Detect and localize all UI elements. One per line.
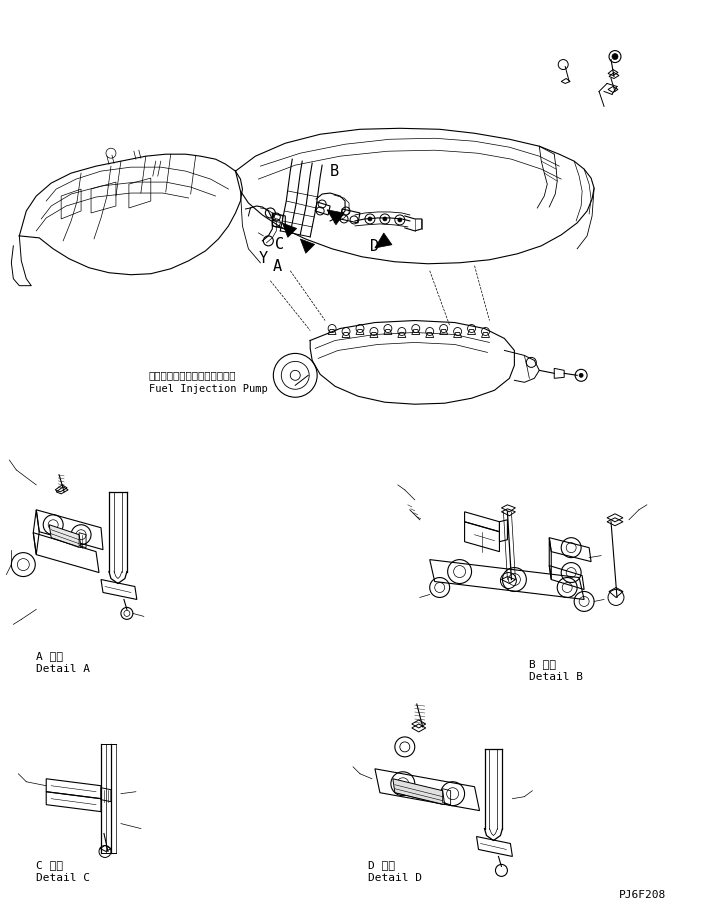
Text: Y: Y [258, 251, 268, 266]
Text: D 詳細: D 詳細 [368, 860, 395, 870]
Text: B 詳細: B 詳細 [529, 659, 556, 669]
Text: フェルインジェクションポンプ: フェルインジェクションポンプ [149, 370, 236, 380]
Text: Detail D: Detail D [368, 873, 422, 883]
Polygon shape [282, 223, 296, 237]
Text: Detail C: Detail C [37, 873, 90, 883]
Text: Detail A: Detail A [37, 664, 90, 675]
Text: A: A [272, 259, 281, 274]
Text: D: D [370, 239, 379, 254]
Text: C: C [276, 237, 284, 252]
Text: B: B [330, 165, 339, 179]
Circle shape [579, 373, 583, 378]
Polygon shape [49, 525, 81, 548]
Circle shape [612, 53, 618, 60]
Polygon shape [327, 210, 344, 225]
Polygon shape [393, 778, 445, 805]
Circle shape [368, 217, 372, 221]
Text: Fuel Injection Pump: Fuel Injection Pump [149, 384, 268, 394]
Text: Detail B: Detail B [529, 672, 584, 682]
Circle shape [398, 218, 402, 221]
Text: PJ6F208: PJ6F208 [619, 891, 666, 901]
Polygon shape [375, 233, 392, 248]
Text: C 詳細: C 詳細 [37, 860, 63, 870]
Circle shape [383, 217, 387, 221]
Text: A 詳細: A 詳細 [37, 652, 63, 662]
Polygon shape [300, 239, 314, 254]
